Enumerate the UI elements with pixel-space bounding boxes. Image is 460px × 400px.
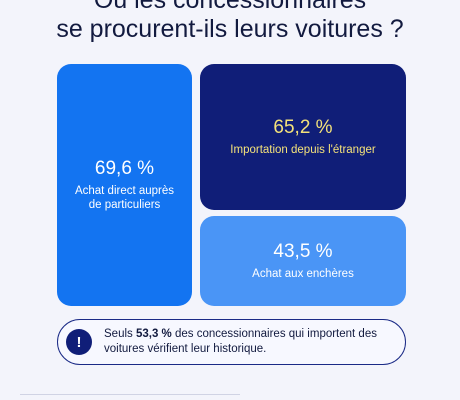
- footer-divider: [20, 394, 240, 395]
- exclamation-icon: !: [66, 329, 92, 355]
- card-direct-purchase: 69,6 % Achat direct auprès de particulie…: [57, 64, 192, 306]
- value-direct-purchase: 69,6 %: [94, 158, 155, 179]
- chart-title-line-2: se procurent-ils leurs voitures ?: [56, 15, 404, 43]
- note-prefix: Seuls: [104, 328, 136, 340]
- note-text: Seuls 53,3 % des concessionnaires qui im…: [104, 327, 393, 357]
- label-auction: Achat aux enchères: [252, 268, 354, 280]
- history-check-note: ! Seuls 53,3 % des concessionnaires qui …: [57, 319, 406, 365]
- note-suffix: des concessionnaires qui importent des v…: [104, 328, 377, 355]
- card-auction: 43,5 % Achat aux enchères: [200, 216, 406, 306]
- label-direct-purchase: Achat direct auprès de particuliers: [74, 185, 175, 211]
- chart-title-line-1: Où les concessionnaires: [93, 0, 367, 14]
- card-import: 65,2 % Importation depuis l'étranger: [200, 64, 406, 210]
- value-auction: 43,5 %: [273, 241, 333, 262]
- value-import: 65,2 %: [273, 117, 333, 138]
- label-import: Importation depuis l'étranger: [230, 144, 376, 156]
- note-highlight: 53,3 %: [135, 328, 172, 340]
